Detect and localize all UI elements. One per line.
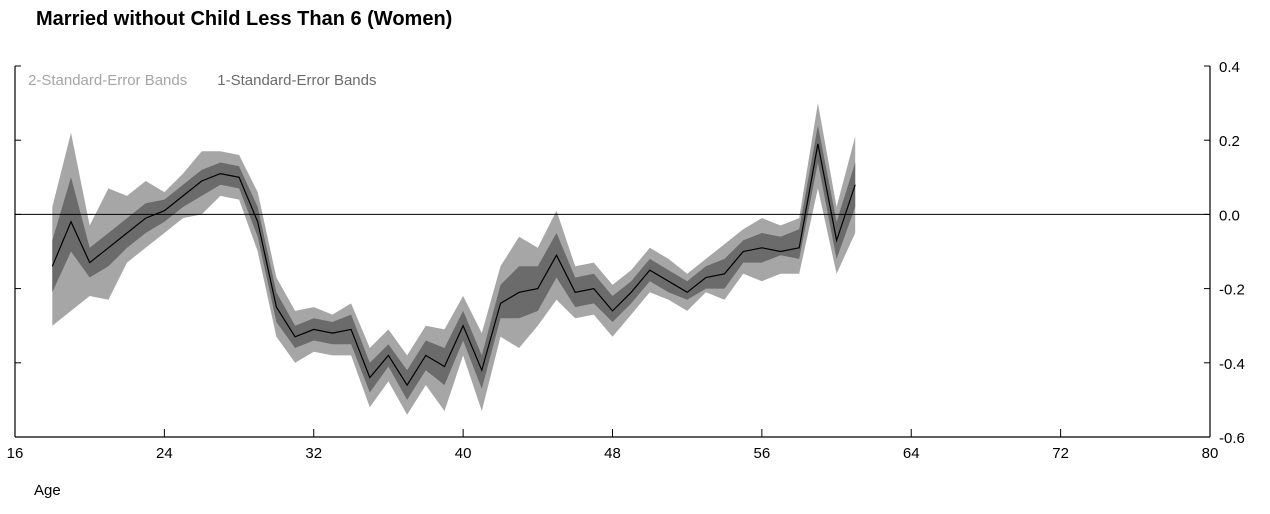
y-tick-label: -0.4 [1219, 356, 1245, 373]
x-tick-label: 32 [305, 445, 322, 462]
legend-item-one-se-bands: 1-Standard-Error Bands [217, 72, 377, 89]
x-tick-label: 48 [604, 445, 621, 462]
x-tick-label: 56 [754, 445, 771, 462]
estimate-line-layer [51, 143, 856, 387]
x-tick-label: 64 [903, 445, 920, 462]
legend-item-two-se-bands: 2-Standard-Error Bands [28, 72, 188, 89]
x-tick-label: 24 [156, 445, 173, 462]
legend: 2-Standard-Error Bands 1-Standard-Error … [28, 72, 377, 89]
axis-frame [14, 66, 1211, 438]
x-axis-label: Age [34, 482, 61, 499]
x-tick-label: 80 [1202, 445, 1219, 462]
y-axis-right: 0.4 0.2 0.0 -0.2 -0.4 -0.6 [15, 59, 1245, 447]
x-tick-label: 16 [7, 445, 24, 462]
one-se-band [52, 125, 856, 400]
x-tick-label: 72 [1052, 445, 1069, 462]
x-tick-label: 40 [455, 445, 472, 462]
y-tick-label: 0.0 [1219, 207, 1240, 224]
one-se-band-layer [52, 125, 856, 400]
y-tick-label: -0.6 [1219, 430, 1245, 447]
x-axis: 16 24 32 40 48 56 64 72 80 [7, 429, 1219, 462]
chart-title: Married without Child Less Than 6 (Women… [36, 8, 453, 30]
estimate-line [51, 143, 856, 387]
y-tick-label: 0.4 [1219, 59, 1240, 76]
y-tick-label: -0.2 [1219, 282, 1245, 299]
y-tick-label: 0.2 [1219, 133, 1240, 150]
